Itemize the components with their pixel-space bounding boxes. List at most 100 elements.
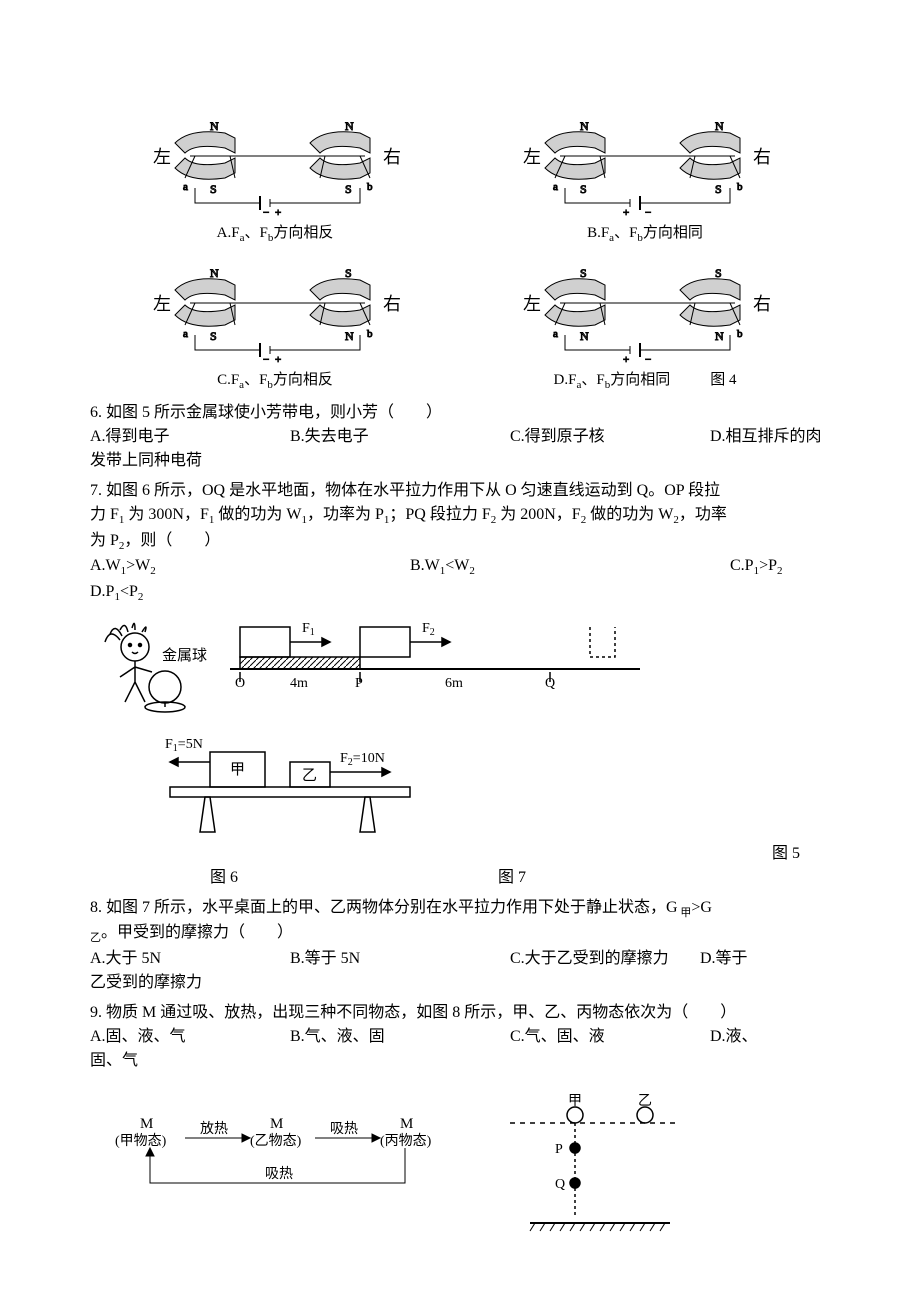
question-7: 7. 如图 6 所示，OQ 是水平地面，物体在水平拉力作用下从 O 匀速直线运动…	[90, 479, 830, 606]
svg-text:甲: 甲	[568, 1094, 582, 1109]
svg-text:(甲物态): (甲物态)	[115, 1133, 167, 1149]
svg-text:−: −	[263, 207, 269, 218]
svg-text:乙: 乙	[302, 768, 317, 784]
q5-figures-top: 左 右 N S a N S b	[90, 108, 830, 247]
fig7-label: 图 7	[498, 866, 526, 890]
fig5-label: 图 5	[90, 842, 830, 866]
fig9-diagram: 甲 乙 P Q	[490, 1093, 710, 1243]
q5-C-caption: C.Fa、Fb方向相反	[217, 369, 333, 394]
q5-fig-A: 左 右 N S a N S b	[135, 108, 415, 247]
svg-text:O: O	[235, 676, 245, 691]
svg-text:b: b	[367, 181, 373, 193]
fig-labels-67: 图 6 图 7	[90, 866, 830, 890]
svg-text:右: 右	[753, 294, 771, 314]
svg-text:N: N	[210, 119, 219, 133]
svg-text:左: 左	[523, 294, 541, 314]
svg-text:乙: 乙	[638, 1093, 652, 1109]
q6-opt-B: B.失去电子	[290, 425, 470, 449]
fig6-diagram: F1 F2 O 4m P 6m Q	[220, 612, 650, 702]
q6-opt-A: A.得到电子	[90, 425, 250, 449]
q5-figures-bottom: 左 右 N S a S N b	[90, 255, 830, 394]
svg-text:−: −	[645, 207, 651, 218]
q7-text2: 力 F1 为 300N，F1 做的功为 W1，功率为 P1；PQ 段拉力 F2 …	[90, 503, 830, 529]
q8-opt-B: B.等于 5N	[290, 947, 470, 971]
svg-text:F1=5N: F1=5N	[165, 737, 203, 754]
svg-text:N: N	[345, 329, 354, 343]
q5-fig-B: 左 右 N S a N S b	[505, 108, 785, 247]
svg-text:N: N	[580, 119, 589, 133]
question-6: 6. 如图 5 所示金属球使小芳带电，则小芳（ ） A.得到电子 B.失去电子 …	[90, 401, 830, 473]
motor-diagram-B: 左 右 N S a N S b	[505, 108, 785, 218]
svg-text:F2: F2	[422, 621, 435, 638]
q7-text1: 7. 如图 6 所示，OQ 是水平地面，物体在水平拉力作用下从 O 匀速直线运动…	[90, 479, 830, 503]
q7-opt-C: C.P1>P2	[730, 554, 783, 580]
svg-text:a: a	[553, 181, 558, 193]
svg-text:S: S	[580, 182, 587, 196]
svg-text:金属球: 金属球	[162, 647, 207, 664]
q8-opt-D2: 乙受到的摩擦力	[90, 971, 830, 995]
svg-text:(乙物态): (乙物态)	[250, 1133, 302, 1149]
svg-text:吸热: 吸热	[265, 1166, 293, 1182]
q8-text2: 乙。甲受到的摩擦力（ ）	[90, 921, 830, 947]
q9-text: 9. 物质 M 通过吸、放热，出现三种不同物态，如图 8 所示，甲、乙、丙物态依…	[90, 1001, 830, 1025]
svg-text:S: S	[715, 266, 722, 280]
svg-text:Q: Q	[555, 1177, 565, 1192]
svg-text:N: N	[715, 119, 724, 133]
svg-text:左: 左	[153, 294, 171, 314]
svg-text:P: P	[555, 1142, 563, 1157]
svg-text:+: +	[275, 207, 281, 218]
fig4-label: 图 4	[710, 369, 736, 392]
svg-text:b: b	[737, 181, 743, 193]
q5-fig-C: 左 右 N S a S N b	[135, 255, 415, 394]
question-9: 9. 物质 M 通过吸、放热，出现三种不同物态，如图 8 所示，甲、乙、丙物态依…	[90, 1001, 830, 1073]
left-magnet: N S a	[175, 119, 240, 196]
svg-text:a: a	[183, 181, 188, 193]
right-magnet: N S b	[310, 119, 373, 196]
svg-text:放热: 放热	[200, 1121, 228, 1137]
q6-opt-D2: 发带上同种电荷	[90, 449, 830, 473]
svg-text:S: S	[345, 266, 352, 280]
q9-opt-D: D.液、	[710, 1025, 758, 1049]
q6-opt-C: C.得到原子核	[510, 425, 670, 449]
fig8-diagram: M (甲物态) M (乙物态) M (丙物态) 放热 吸热 吸热	[90, 1093, 470, 1213]
svg-text:S: S	[580, 266, 587, 280]
q5-fig-D: 左 右 S N a S N b	[505, 255, 785, 394]
q7-opt-B: B.W1<W2	[410, 554, 690, 580]
svg-text:F2=10N: F2=10N	[340, 751, 385, 768]
figures-5-6: 金属球 F1 F2 O 4m	[90, 612, 830, 722]
svg-text:吸热: 吸热	[330, 1121, 358, 1137]
svg-text:S: S	[345, 182, 352, 196]
q8-text1: 8. 如图 7 所示，水平桌面上的甲、乙两物体分别在水平拉力作用下处于静止状态，…	[90, 896, 830, 922]
svg-text:−: −	[263, 354, 269, 365]
q5-B-caption: B.Fa、Fb方向相同	[587, 222, 703, 247]
motor-diagram-D: 左 右 S N a S N b	[505, 255, 785, 365]
svg-text:甲: 甲	[230, 762, 245, 778]
svg-text:−: −	[645, 354, 651, 365]
svg-text:左: 左	[523, 147, 541, 167]
svg-text:+: +	[275, 354, 281, 365]
q8-opt-C: C.大于乙受到的摩擦力	[510, 947, 690, 971]
motor-diagram-C: 左 右 N S a S N b	[135, 255, 415, 365]
q8-opt-A: A.大于 5N	[90, 947, 250, 971]
svg-text:+: +	[623, 207, 629, 218]
svg-text:M: M	[400, 1116, 413, 1132]
fig7-container: F1=5N F2=10N 甲 乙 图 5	[90, 732, 830, 866]
q9-opt-C: C.气、固、液	[510, 1025, 670, 1049]
q8-opt-D: D.等于	[700, 947, 748, 971]
q9-opt-D2: 固、气	[90, 1049, 830, 1073]
svg-text:S: S	[210, 182, 217, 196]
svg-text:N: N	[715, 329, 724, 343]
svg-text:S: S	[210, 329, 217, 343]
svg-text:6m: 6m	[445, 676, 463, 691]
svg-text:+: +	[623, 354, 629, 365]
q5-D-caption: D.Fa、Fb方向相同	[554, 369, 671, 394]
fig6-label: 图 6	[210, 866, 238, 890]
question-8: 8. 如图 7 所示，水平桌面上的甲、乙两物体分别在水平拉力作用下处于静止状态，…	[90, 896, 830, 995]
svg-text:P: P	[355, 676, 363, 691]
svg-text:M: M	[140, 1116, 153, 1132]
q9-opt-B: B.气、液、固	[290, 1025, 470, 1049]
svg-text:右: 右	[383, 294, 401, 314]
q7-text3: 为 P2，则（ ）	[90, 529, 830, 555]
svg-text:S: S	[715, 182, 722, 196]
svg-text:(丙物态): (丙物态)	[380, 1133, 432, 1149]
